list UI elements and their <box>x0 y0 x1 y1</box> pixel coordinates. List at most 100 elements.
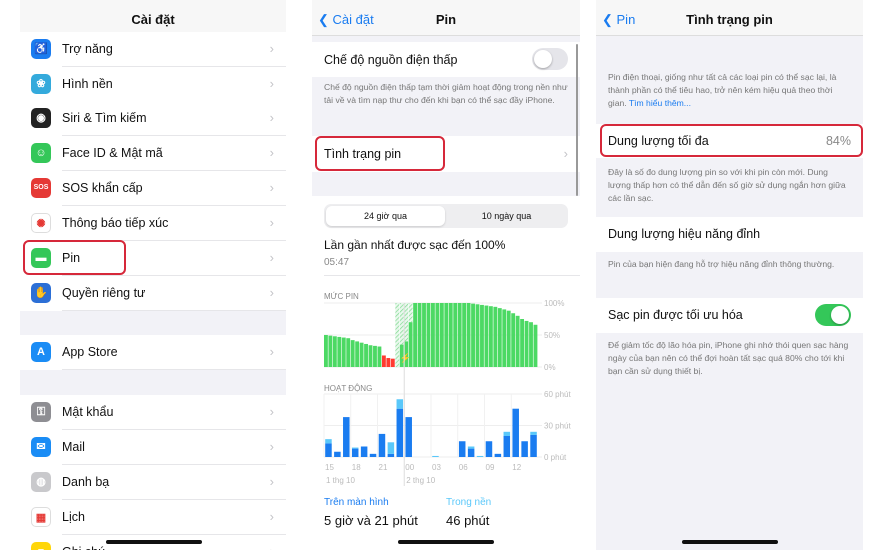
settings-row[interactable]: ✉ Mail › <box>20 430 286 465</box>
settings-row[interactable]: ⚿ Mật khẩu › <box>20 395 286 430</box>
battery-level-bar <box>475 304 480 367</box>
hand-icon: ✋ <box>31 283 51 303</box>
settings-row[interactable]: ❀ Hình nền › <box>20 67 286 102</box>
tab-10-days[interactable]: 10 ngày qua <box>481 211 532 221</box>
settings-row-label: Pin <box>62 251 81 265</box>
page-title: Cài đặt <box>131 12 175 27</box>
time-range-segmented: 24 giờ qua 10 ngày qua <box>324 204 568 228</box>
battery-level-bar <box>439 303 444 367</box>
page-title: Tình trạng pin <box>686 12 773 27</box>
settings-row-label: Quyền riêng tư <box>62 286 146 300</box>
x-tick-label: 06 <box>459 463 468 472</box>
accessibility-icon: ♿ <box>31 39 51 59</box>
screen-on-bar <box>325 443 332 457</box>
mail-icon: ✉ <box>31 437 51 457</box>
chevron-right-icon: › <box>269 509 274 524</box>
exposure-icon: ✺ <box>31 213 51 233</box>
battery-level-bar <box>533 324 538 367</box>
screen-on-bar <box>360 446 368 457</box>
battery-level-bar <box>493 306 498 367</box>
chevron-right-icon: › <box>270 544 274 550</box>
back-button[interactable]: ❮ Pin <box>602 12 636 27</box>
battery-level-bar <box>462 303 467 367</box>
battery-level-bar <box>413 303 418 367</box>
battery-level-bar <box>488 306 493 367</box>
y-tick-label: 100% <box>544 299 564 308</box>
charging-bar <box>395 303 400 367</box>
key-icon: ⚿ <box>31 402 51 422</box>
settings-row-label: Mail <box>62 440 85 454</box>
battery-level-bar <box>386 358 391 367</box>
battery-health-screen: ❮ Pin Tình trạng pin Pin điện thoại, giố… <box>596 0 863 550</box>
battery-level-bar <box>350 340 355 367</box>
calendar-icon: ▦ <box>31 507 51 527</box>
battery-level-bar <box>524 320 529 367</box>
battery-level-bar <box>368 345 373 367</box>
learn-more-link[interactable]: Tìm hiểu thêm... <box>628 97 691 108</box>
battery-level-bar <box>355 341 360 367</box>
settings-row[interactable]: SOS SOS khẩn cấp › <box>20 171 286 206</box>
home-indicator <box>398 540 494 544</box>
battery-level-bar <box>497 308 502 367</box>
low-power-toggle[interactable] <box>532 48 568 70</box>
screen-on-bar <box>494 453 502 457</box>
settings-row[interactable]: ✺ Thông báo tiếp xúc › <box>20 206 286 241</box>
charging-bolt-icon: ⚡ <box>400 352 411 364</box>
nav-bar: ❮ Cài đặt Pin <box>312 0 580 36</box>
battery-level-bar <box>399 344 404 367</box>
settings-row[interactable]: ✋ Quyền riêng tư › <box>20 276 286 311</box>
battery-level-bar <box>515 315 520 367</box>
optimized-charging-row: Sạc pin được tối ưu hóa <box>596 298 863 333</box>
sos-icon: SOS <box>31 178 51 198</box>
screen-on-bar <box>485 441 493 457</box>
chevron-right-icon: › <box>269 344 274 359</box>
x-tick-label: 15 <box>325 463 334 472</box>
back-button[interactable]: ❮ Cài đặt <box>318 12 374 27</box>
settings-row[interactable]: ◉ Siri & Tìm kiếm › <box>20 101 286 136</box>
optimized-charging-toggle[interactable] <box>815 304 851 326</box>
charging-bar <box>408 303 413 323</box>
settings-row[interactable]: ♿ Trợ năng › <box>20 32 286 67</box>
background-bar <box>325 439 332 444</box>
charging-bar <box>404 303 409 342</box>
y-tick-label: 60 phút <box>544 390 571 399</box>
battery-level-bar <box>332 336 337 367</box>
chevron-right-icon: › <box>269 110 274 125</box>
chevron-right-icon: › <box>269 41 274 56</box>
scrollbar[interactable] <box>576 44 578 196</box>
battery-level-bar <box>390 358 395 367</box>
battery-level-bar <box>484 305 489 367</box>
chevron-right-icon: › <box>269 474 274 489</box>
x-tick-label: 03 <box>432 463 441 472</box>
tab-24-hours[interactable]: 24 giờ qua <box>326 206 445 226</box>
battery-level-title: MỨC PIN <box>324 292 359 301</box>
peak-performance-label: Dung lượng hiệu năng đỉnh <box>608 227 761 241</box>
screen-on-bar <box>351 448 359 457</box>
battery-health-row[interactable]: Tình trạng pin › <box>312 136 580 172</box>
chevron-right-icon: › <box>269 215 274 230</box>
chevron-right-icon: › <box>269 439 274 454</box>
battery-level-bar <box>520 319 525 367</box>
battery-level-bar <box>426 303 431 367</box>
chevron-left-icon: ❮ <box>602 12 617 27</box>
background-bar <box>503 431 511 436</box>
x-tick-label: 21 <box>379 463 388 472</box>
screen-on-bar <box>369 453 377 457</box>
settings-row[interactable]: ◍ Danh bạ › <box>20 465 286 500</box>
screen-on-value: 5 giờ và 21 phút <box>324 513 418 528</box>
settings-row[interactable]: ▦ Lịch › <box>20 500 286 535</box>
battery-charts: 100% 50% 0% ⚡ 60 phút 30 phút 0 phút 15 18 21 00 03… <box>323 299 571 486</box>
settings-row[interactable]: ▬ Pin › <box>20 241 286 276</box>
nav-bar: ❮ Pin Tình trạng pin <box>596 0 863 36</box>
background-bar <box>387 442 395 454</box>
screen-on-bar <box>467 448 475 457</box>
battery-level-bar <box>404 341 409 367</box>
settings-row-label: Lịch <box>62 510 85 524</box>
chevron-right-icon: › <box>269 180 274 195</box>
settings-row[interactable]: A App Store › <box>20 335 286 370</box>
battery-level-bar <box>359 342 364 367</box>
settings-row[interactable]: ☺ Face ID & Mật mã › <box>20 136 286 171</box>
date-label: 2 thg 10 <box>406 476 435 485</box>
battery-level-bar <box>431 303 435 367</box>
battery-level-bar <box>408 322 413 367</box>
